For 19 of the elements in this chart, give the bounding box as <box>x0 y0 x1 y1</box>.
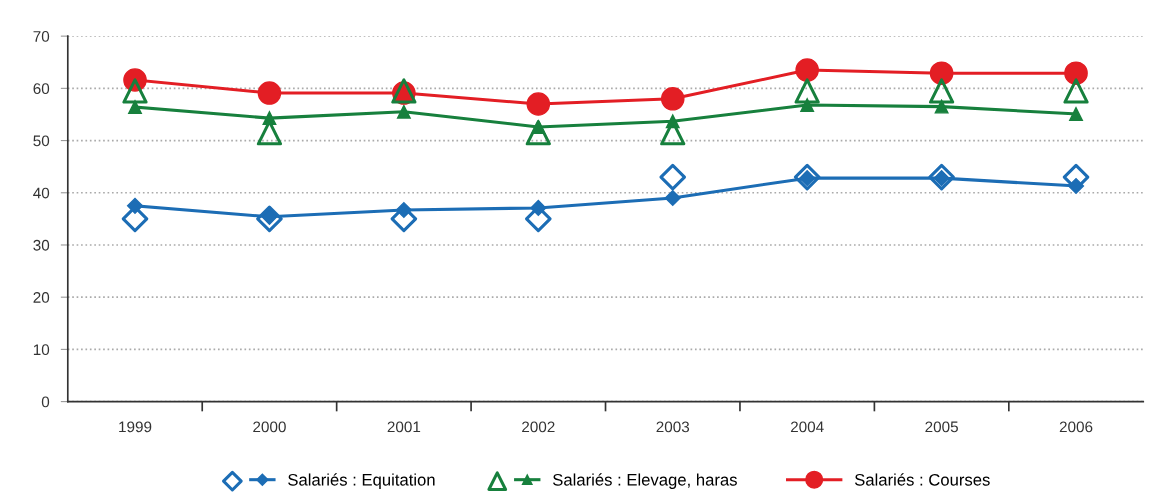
y-tick-label: 60 <box>33 83 50 95</box>
y-tick-label: 30 <box>33 239 50 251</box>
legend-label: Salariés : Elevage, haras <box>553 473 737 489</box>
x-tick-label: 2004 <box>790 421 824 433</box>
x-tick-label: 2000 <box>253 421 286 433</box>
x-tick-label: 1999 <box>119 421 152 433</box>
y-tick-label: 20 <box>33 292 50 303</box>
x-tick-label: 2003 <box>656 421 690 433</box>
x-tick-label: 2005 <box>925 421 958 433</box>
legend-label: Salariés : Equitation <box>288 473 435 489</box>
y-tick-label: 40 <box>33 187 50 199</box>
y-tick-label: 10 <box>33 344 50 356</box>
y-tick-label: 70 <box>33 31 50 42</box>
y-tick-label: 0 <box>41 396 50 408</box>
legend-label: Salariés : Courses <box>854 473 990 486</box>
x-tick-label: 2002 <box>522 421 555 433</box>
x-tick-label: 2006 <box>1059 421 1093 433</box>
y-tick-label: 50 <box>33 135 50 147</box>
x-tick-label: 2001 <box>387 421 421 433</box>
